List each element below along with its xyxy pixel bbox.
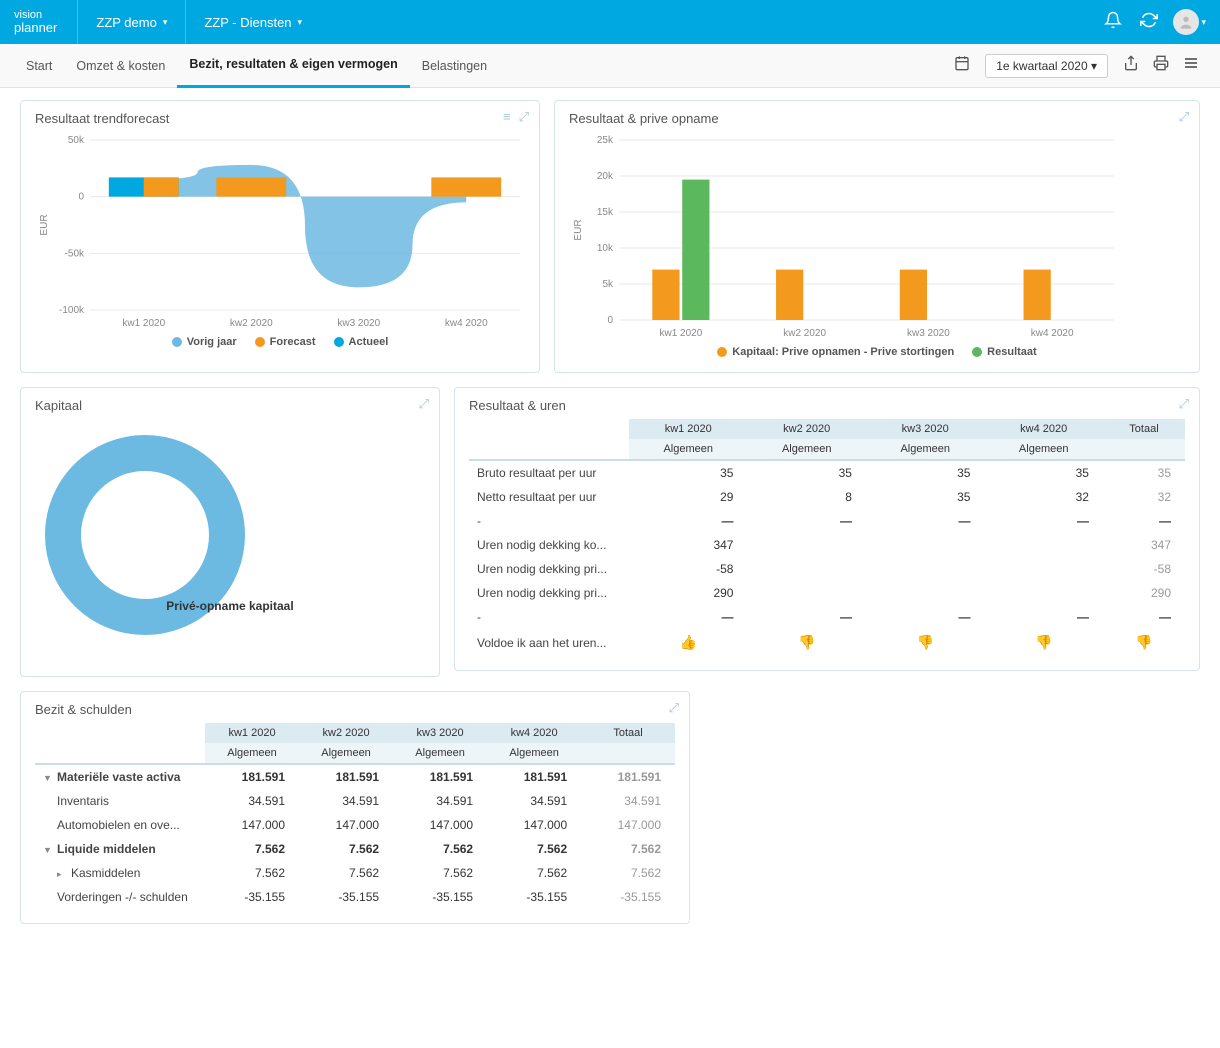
tab-belastingen[interactable]: Belastingen [410, 44, 499, 88]
share-icon[interactable] [1116, 55, 1146, 76]
svg-text:kw4 2020: kw4 2020 [445, 318, 488, 329]
expand-icon[interactable]: ⤢ [419, 396, 429, 412]
workspace-dropdown[interactable]: ZZP demo ▾ [77, 0, 185, 44]
chart-menu-icon[interactable]: ≡ [503, 109, 511, 125]
prive-chart: 0 5k 10k 15k 20k 25k EUR kw1 2020 kw2 2020 kw3 20… [569, 132, 1185, 342]
expand-icon[interactable]: ⤢ [1179, 396, 1189, 412]
refresh-icon[interactable] [1131, 11, 1167, 34]
chevron-down-icon: ▾ [298, 17, 303, 28]
tab-omzet[interactable]: Omzet & kosten [64, 44, 177, 88]
tab-start[interactable]: Start [14, 44, 64, 88]
expand-icon[interactable]: ⤢ [1179, 109, 1189, 125]
logo: vision planner [14, 10, 57, 34]
workspace-label: ZZP demo [96, 15, 156, 30]
svg-text:15k: 15k [597, 207, 614, 218]
panel-title: Resultaat & uren [469, 398, 1185, 413]
prive-legend: Kapitaal: Prive opnamen - Prive storting… [569, 346, 1185, 358]
menu-icon[interactable] [1176, 55, 1206, 76]
svg-text:EUR: EUR [39, 214, 50, 235]
svg-text:5k: 5k [602, 279, 614, 290]
svg-text:-50k: -50k [65, 248, 85, 259]
svg-text:0: 0 [607, 315, 613, 326]
calendar-icon[interactable] [947, 55, 977, 76]
svg-text:kw1 2020: kw1 2020 [659, 328, 702, 339]
trend-legend: Vorig jaarForecastActueel [35, 336, 525, 348]
table-uren: kw1 2020kw2 2020kw3 2020kw4 2020TotaalAl… [469, 419, 1185, 656]
svg-text:kw1 2020: kw1 2020 [122, 318, 165, 329]
svg-text:10k: 10k [597, 243, 614, 254]
panel-trend: Resultaat trendforecast ≡ ⤢ -100k -50k 0 50… [20, 100, 540, 373]
svg-text:kw3 2020: kw3 2020 [337, 318, 380, 329]
print-icon[interactable] [1146, 55, 1176, 76]
panel-kapitaal: Kapitaal ⤢ Privé-opname kapitaal [20, 387, 440, 677]
panel-title: Bezit & schulden [35, 702, 675, 717]
chevron-down-icon: ▾ [163, 17, 168, 28]
panel-bezit: Bezit & schulden ⤢ kw1 2020kw2 2020kw3 2… [20, 691, 690, 924]
trend-chart: -100k -50k 0 50k EUR kw1 2020 kw2 2020 kw3 2020… [35, 132, 525, 332]
svg-text:25k: 25k [597, 135, 614, 146]
panel-prive: Resultaat & prive opname ⤢ 0 5k 10k 15k 20k 2… [554, 100, 1200, 373]
chevron-down-icon: ▾ [1091, 59, 1097, 73]
svg-text:kw4 2020: kw4 2020 [1031, 328, 1074, 339]
profile-dropdown[interactable]: ZZP - Diensten ▾ [185, 0, 320, 44]
svg-text:kw3 2020: kw3 2020 [907, 328, 950, 339]
panel-title: Resultaat & prive opname [569, 111, 1185, 126]
panel-uren: Resultaat & uren ⤢ kw1 2020kw2 2020kw3 2… [454, 387, 1200, 671]
svg-text:kw2 2020: kw2 2020 [230, 318, 273, 329]
profile-dd-label: ZZP - Diensten [204, 15, 291, 30]
table-bezit: kw1 2020kw2 2020kw3 2020kw4 2020TotaalAl… [35, 723, 675, 909]
donut-chart: Privé-opname kapitaal [35, 419, 425, 613]
tab-bezit[interactable]: Bezit, resultaten & eigen vermogen [177, 44, 409, 88]
panel-title: Kapitaal [35, 398, 425, 413]
dashboard: Resultaat trendforecast ≡ ⤢ -100k -50k 0 50… [0, 88, 1220, 936]
donut-label: Privé-opname kapitaal [35, 599, 425, 613]
svg-text:20k: 20k [597, 171, 614, 182]
avatar[interactable] [1173, 9, 1199, 35]
period-picker[interactable]: 1e kwartaal 2020 ▾ [985, 54, 1108, 78]
period-label: 1e kwartaal 2020 [996, 59, 1087, 73]
svg-text:EUR: EUR [573, 219, 584, 240]
svg-text:50k: 50k [68, 135, 85, 146]
svg-text:kw2 2020: kw2 2020 [783, 328, 826, 339]
expand-icon[interactable]: ⤢ [519, 109, 529, 125]
logo-line2: planner [14, 20, 57, 35]
svg-text:0: 0 [78, 192, 84, 203]
tabbar: Start Omzet & kosten Bezit, resultaten &… [0, 44, 1220, 88]
svg-text:-100k: -100k [59, 305, 85, 316]
expand-icon[interactable]: ⤢ [669, 700, 679, 716]
panel-title: Resultaat trendforecast [35, 111, 525, 126]
topbar: vision planner ZZP demo ▾ ZZP - Diensten ▾… [0, 0, 1220, 44]
chevron-down-icon[interactable]: ▾ [1201, 17, 1206, 28]
bell-icon[interactable] [1095, 11, 1131, 34]
